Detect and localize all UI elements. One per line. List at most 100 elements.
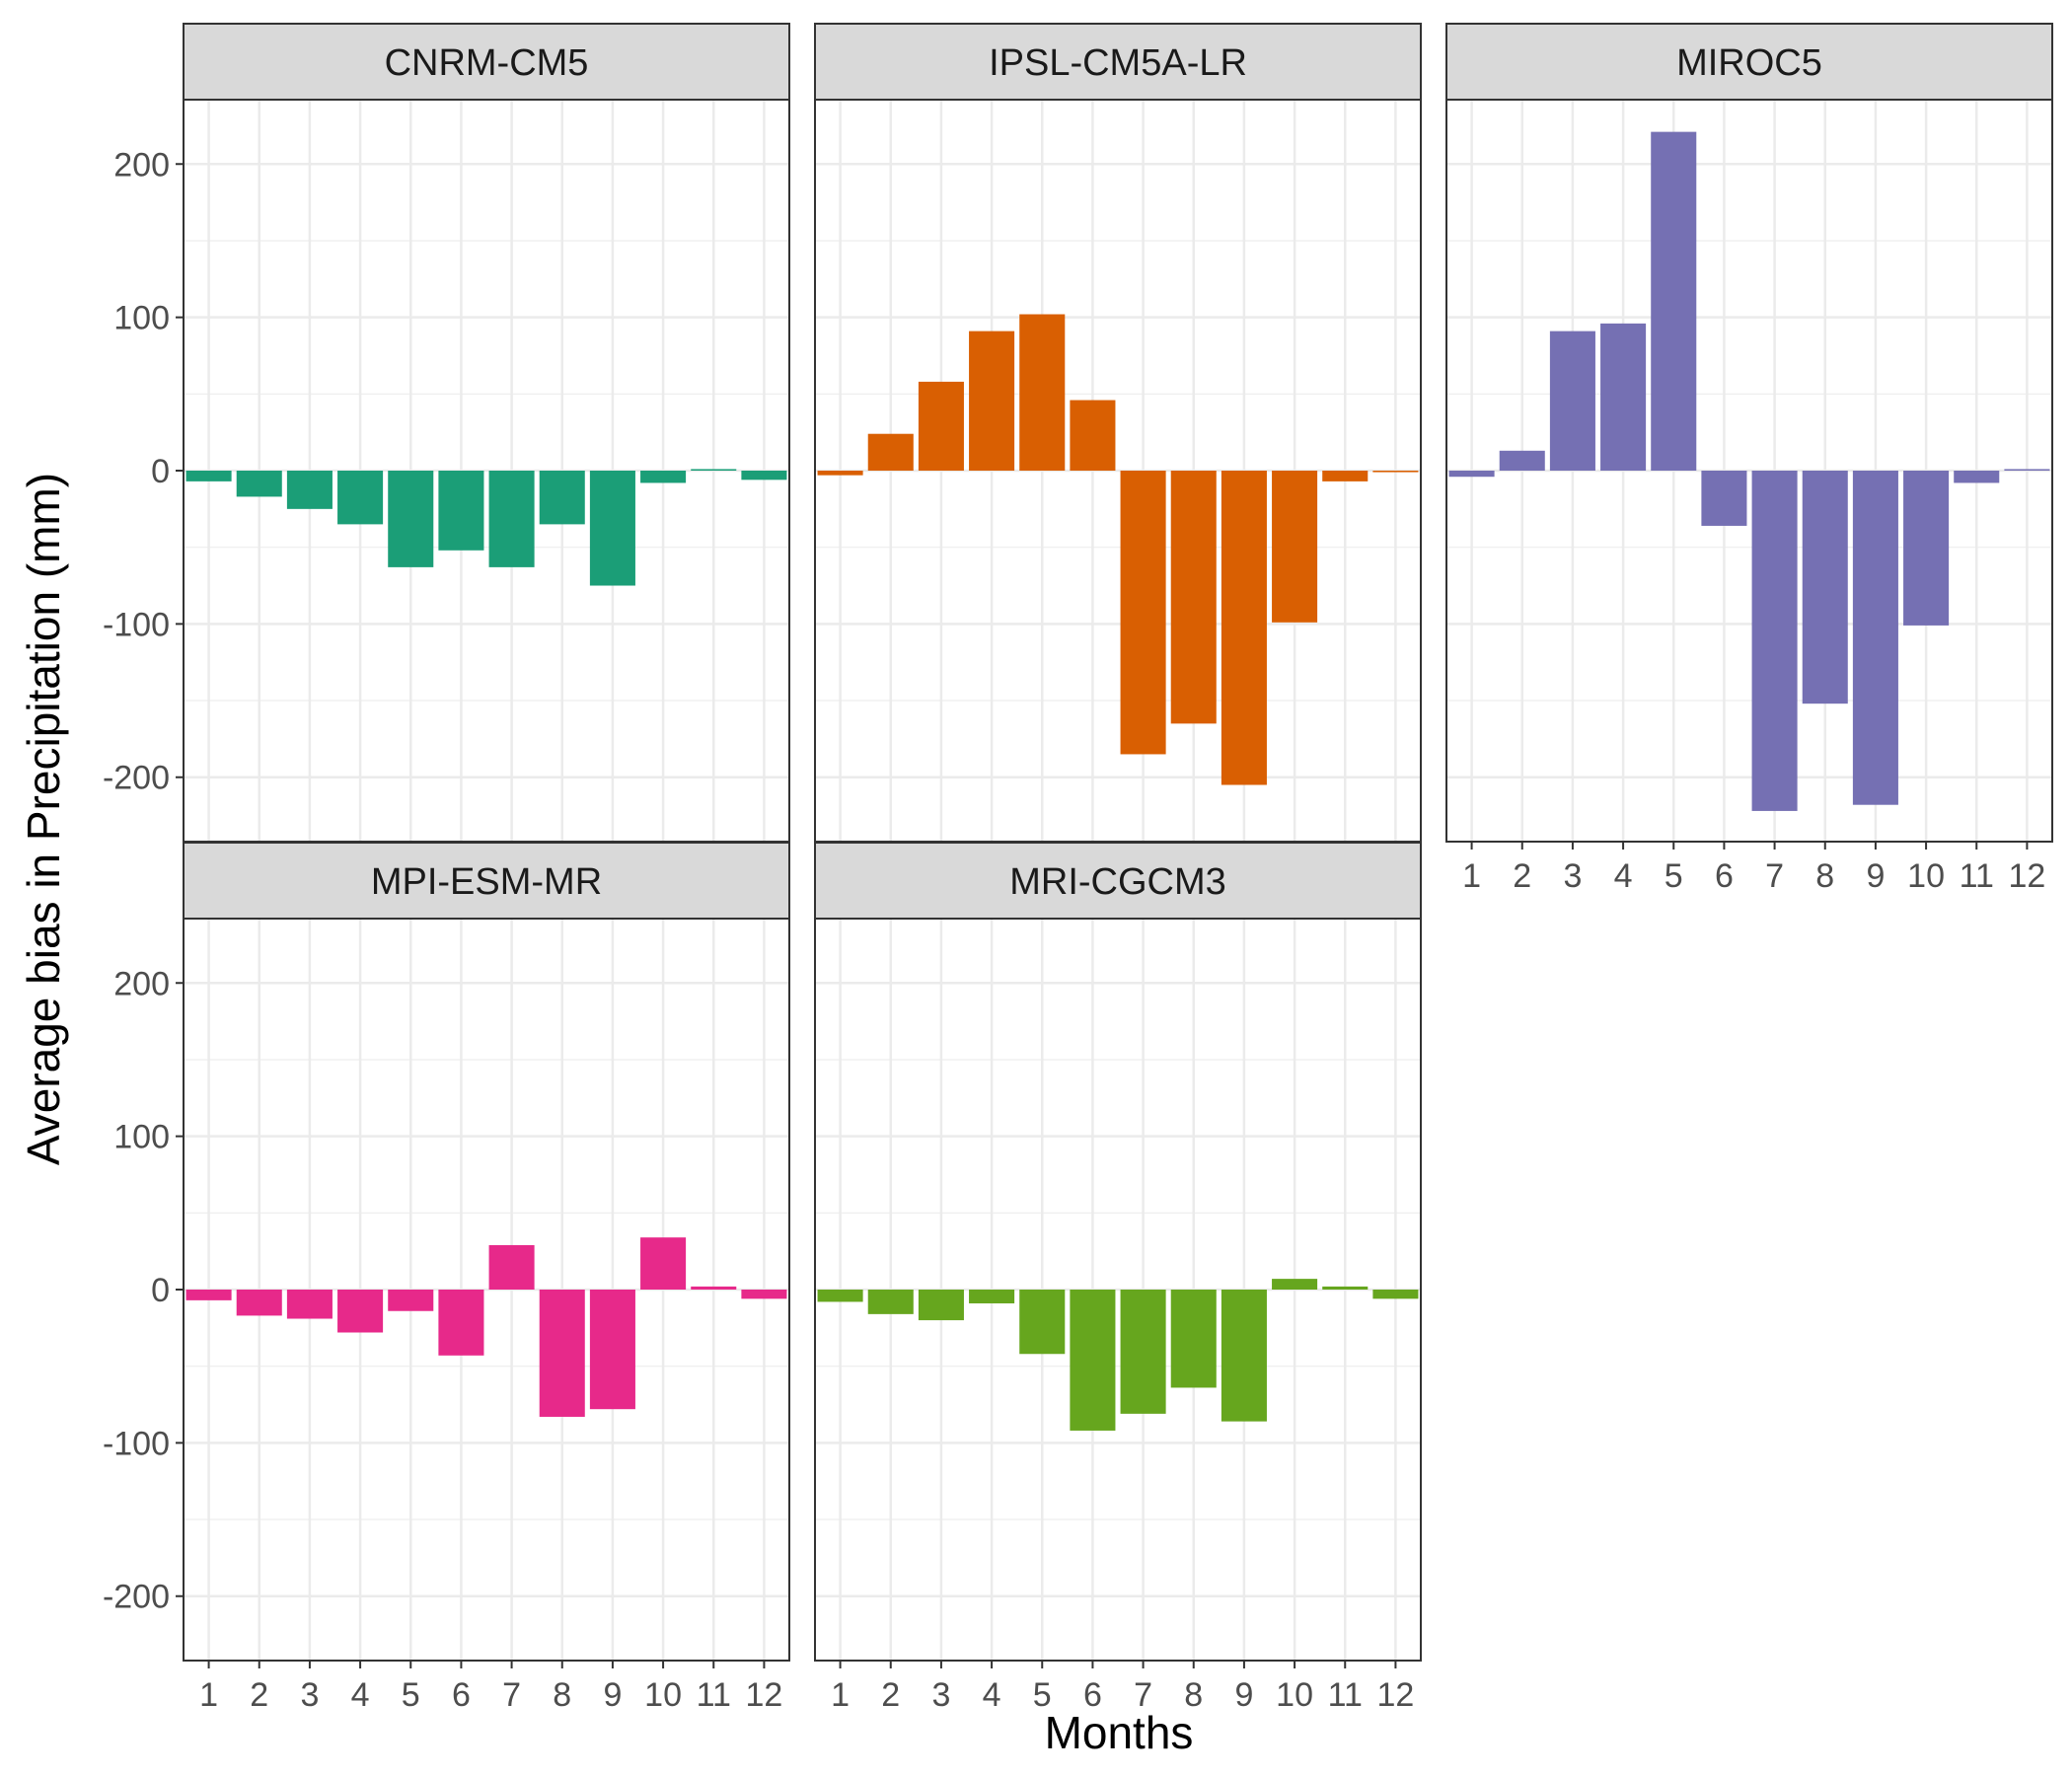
bar	[969, 1290, 1015, 1303]
bar	[1221, 471, 1267, 785]
bar	[691, 1286, 737, 1290]
x-tick-label: 2	[1513, 857, 1531, 895]
x-tick-label: 7	[1765, 857, 1784, 895]
strip-background	[814, 23, 1422, 101]
bar	[539, 471, 585, 525]
x-tick-label: 3	[300, 1676, 319, 1714]
bar	[691, 469, 737, 471]
bar	[1170, 471, 1217, 724]
y-tick-label: 0	[151, 453, 170, 490]
bar	[1372, 471, 1419, 473]
bar	[817, 471, 863, 476]
bar	[337, 471, 384, 525]
bar	[640, 1237, 687, 1290]
x-tick-label: 12	[746, 1676, 783, 1714]
bar	[1322, 471, 1369, 481]
bar	[1549, 331, 1595, 471]
x-tick-label: 12	[2009, 857, 2046, 895]
bar	[741, 1290, 787, 1299]
bar	[741, 471, 787, 481]
bar	[1019, 1290, 1066, 1355]
strip-background	[814, 842, 1422, 920]
bar	[867, 433, 914, 471]
bar	[1751, 471, 1798, 811]
x-axis-title: Months	[1045, 1707, 1194, 1758]
bar	[1499, 450, 1545, 471]
bar	[438, 1290, 484, 1356]
bar	[1852, 471, 1898, 805]
bar	[1954, 471, 2000, 483]
x-tick-label: 5	[1665, 857, 1683, 895]
bar	[918, 1290, 964, 1321]
bar	[185, 1290, 232, 1300]
x-tick-label: 5	[1033, 1676, 1052, 1714]
x-tick-label: 12	[1377, 1676, 1415, 1714]
bar	[589, 471, 635, 586]
bar	[1019, 314, 1066, 471]
bar	[1651, 131, 1697, 471]
x-tick-label: 10	[1276, 1676, 1313, 1714]
bar	[388, 471, 434, 567]
bar	[1701, 471, 1747, 526]
x-tick-label: 1	[199, 1676, 218, 1714]
x-tick-label: 7	[502, 1676, 521, 1714]
bar	[1600, 323, 1647, 471]
strip-label: MRI-CGCM3	[1009, 861, 1226, 903]
y-tick-label: -200	[103, 1579, 170, 1616]
bar	[640, 471, 687, 483]
y-tick-label: -100	[103, 1425, 170, 1462]
y-tick-label: -100	[103, 606, 170, 643]
x-tick-label: 10	[644, 1676, 682, 1714]
x-tick-label: 11	[1328, 1676, 1363, 1714]
x-tick-label: 3	[931, 1676, 950, 1714]
strip-label: MIROC5	[1676, 42, 1822, 84]
x-tick-label: 7	[1134, 1676, 1152, 1714]
x-tick-label: 8	[1184, 1676, 1203, 1714]
bar	[286, 471, 333, 509]
bar	[1120, 1290, 1166, 1414]
bar	[1448, 471, 1495, 478]
x-tick-label: 4	[1614, 857, 1633, 895]
bar	[488, 1244, 535, 1290]
x-tick-label: 9	[1234, 1676, 1253, 1714]
bar	[286, 1290, 333, 1319]
y-tick-label: -200	[103, 760, 170, 797]
x-tick-label: 6	[452, 1676, 471, 1714]
bar	[867, 1290, 914, 1314]
bar	[539, 1290, 585, 1417]
x-tick-label: 9	[1866, 857, 1885, 895]
y-tick-label: 100	[113, 1119, 170, 1156]
panel-border	[1445, 99, 2053, 843]
y-tick-label: 200	[113, 965, 170, 1002]
x-tick-label: 4	[983, 1676, 1001, 1714]
strip-background	[183, 842, 790, 920]
bar	[1272, 1279, 1318, 1290]
strip-label: CNRM-CM5	[385, 42, 589, 84]
bar	[1802, 471, 1848, 704]
bar	[2004, 469, 2050, 471]
y-tick-label: 0	[151, 1272, 170, 1309]
bar	[589, 1290, 635, 1410]
x-tick-label: 8	[553, 1676, 571, 1714]
x-tick-label: 3	[1563, 857, 1582, 895]
bar	[1322, 1286, 1369, 1290]
bar	[1070, 400, 1116, 471]
strip-label: MPI-ESM-MR	[371, 861, 602, 903]
x-tick-label: 4	[351, 1676, 370, 1714]
x-tick-label: 10	[1907, 857, 1945, 895]
bar	[969, 331, 1015, 471]
y-axis-title: Average bias in Precipitation (mm)	[18, 473, 69, 1165]
x-tick-label: 1	[1462, 857, 1481, 895]
x-tick-label: 6	[1715, 857, 1734, 895]
bar	[1221, 1290, 1267, 1422]
bar	[236, 1290, 282, 1316]
bar	[236, 471, 282, 497]
panel-cnrm-cm5: CNRM-CM5 200 100 0 -100 -200	[103, 23, 790, 843]
bar	[388, 1290, 434, 1311]
bar	[438, 471, 484, 551]
y-tick-label: 100	[113, 300, 170, 337]
